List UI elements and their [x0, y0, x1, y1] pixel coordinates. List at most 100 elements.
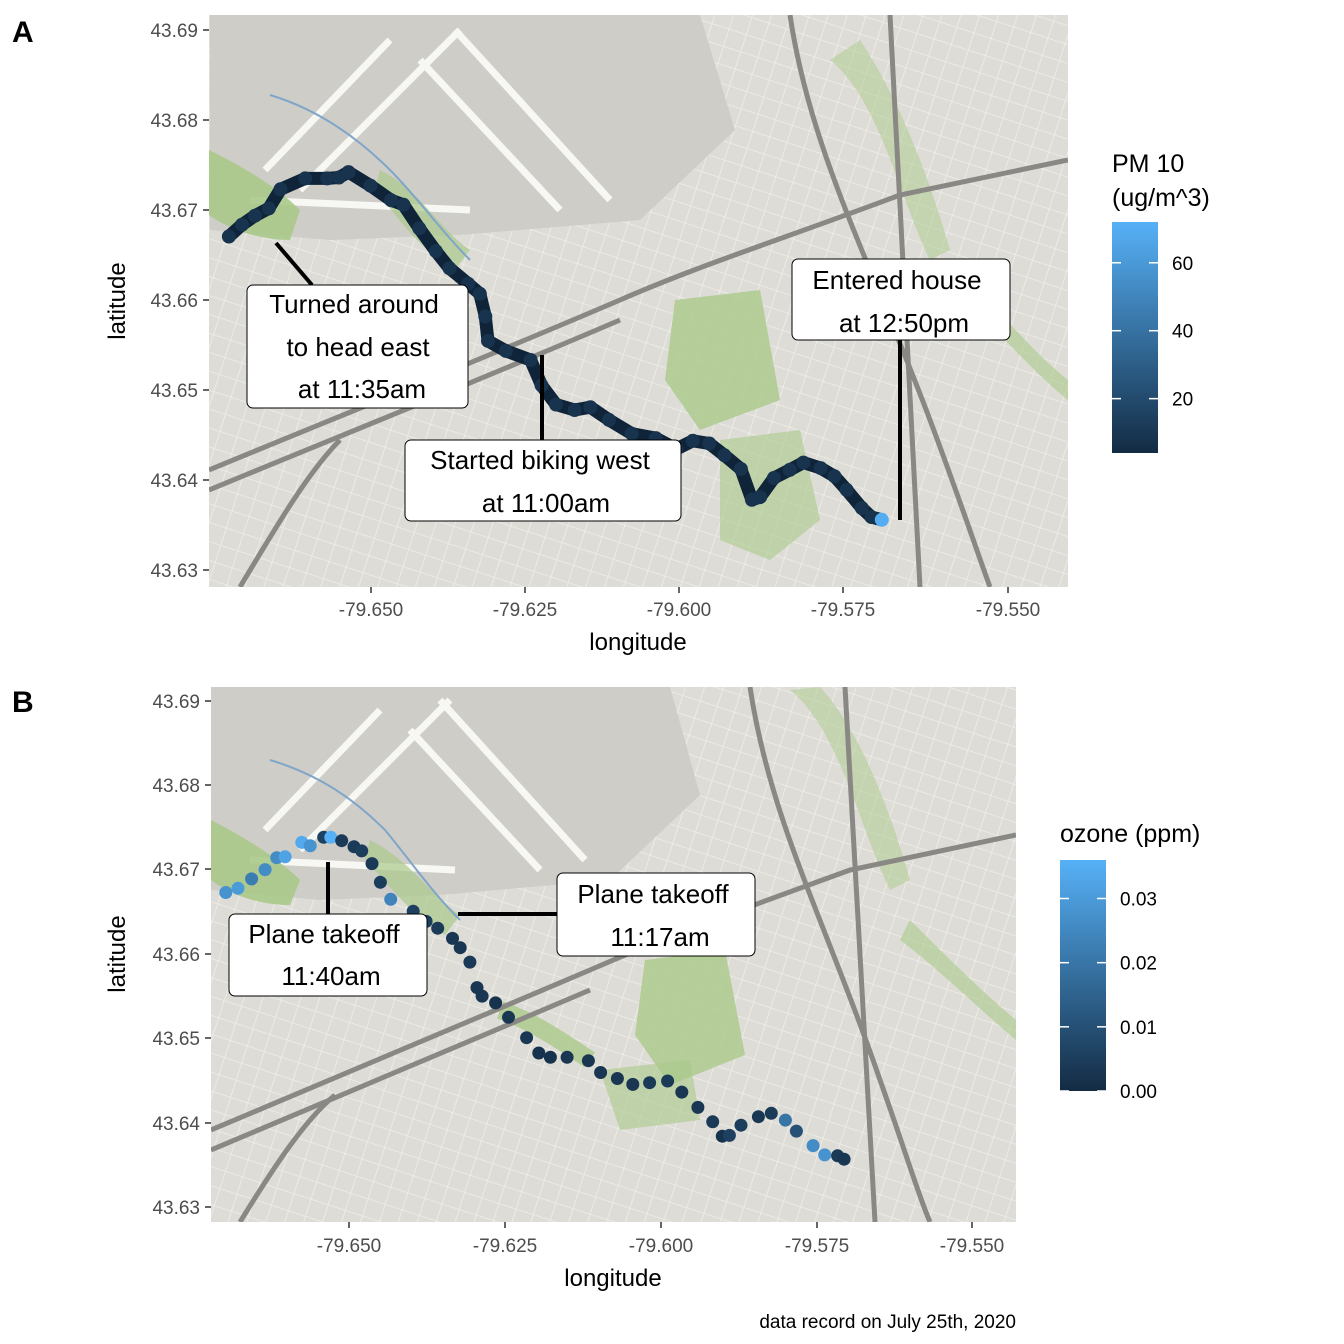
- x-axis-a: -79.650 -79.625 -79.600 -79.575 -79.550: [339, 587, 1040, 621]
- legend-tick-label: 60: [1172, 254, 1193, 275]
- legend-ticks-b: 0.00 0.01 0.02 0.03: [1060, 890, 1157, 1103]
- y-tick-b: 43.63: [152, 1198, 211, 1219]
- data-point: [702, 436, 717, 451]
- x-tick-b: -79.600: [629, 1222, 693, 1257]
- legend-tick-label: 20: [1172, 390, 1193, 411]
- data-point: [481, 333, 495, 348]
- y-tick-label-a: 43.65: [150, 381, 198, 402]
- x-tick-a: -79.650: [339, 587, 403, 621]
- legend-tick-label: 0.02: [1120, 954, 1157, 975]
- callout-entered-house: Entered house at 12:50pm: [791, 258, 1011, 520]
- data-point: [734, 1118, 748, 1132]
- data-point: [463, 955, 477, 969]
- legend-title-line: (ug/m^3): [1112, 184, 1210, 212]
- x-tick-label-a: -79.625: [493, 600, 557, 621]
- x-tick-label-a: -79.600: [647, 600, 711, 621]
- y-tick-label-b: 43.69: [152, 692, 200, 713]
- data-point: [543, 1050, 557, 1064]
- data-point: [717, 448, 732, 463]
- data-point: [475, 989, 489, 1003]
- caption: data record on July 25th, 2020: [759, 1312, 1016, 1333]
- x-tick-label-b: -79.550: [940, 1236, 1004, 1257]
- data-point: [298, 171, 313, 186]
- data-point: [446, 931, 459, 945]
- data-point: [396, 197, 411, 212]
- x-tick-a: -79.600: [647, 587, 711, 621]
- data-point: [373, 875, 387, 889]
- y-tick-label-b: 43.66: [152, 945, 200, 966]
- data-point: [549, 397, 563, 412]
- x-axis-title-a: longitude: [589, 629, 686, 656]
- data-point: [428, 244, 443, 259]
- data-point: [273, 182, 288, 197]
- callout-line: 11:17am: [610, 922, 709, 952]
- data-point: [806, 1139, 820, 1153]
- legend-tick-label: 0.03: [1120, 890, 1157, 911]
- data-point: [796, 455, 811, 470]
- data-point: [498, 343, 513, 358]
- data-point: [278, 850, 292, 864]
- data-point: [661, 1074, 675, 1088]
- data-point: [839, 482, 854, 497]
- data-point: [643, 1076, 657, 1090]
- callout-plane-takeoff-1140: Plane takeoff 11:40am: [228, 862, 428, 997]
- data-point: [854, 501, 869, 515]
- data-point: [560, 1050, 574, 1064]
- x-tick-a: -79.575: [811, 587, 875, 621]
- data-point: [442, 261, 457, 276]
- data-point: [258, 863, 272, 877]
- data-point: [355, 844, 369, 858]
- callout-plane-takeoff-1117: Plane takeoff 11:17am: [458, 872, 756, 957]
- data-point: [594, 1066, 608, 1079]
- callout-line: Started biking west: [430, 445, 650, 475]
- y-tick-label-b: 43.68: [152, 776, 200, 797]
- y-tick-b: 43.69: [152, 692, 211, 713]
- callout-line: to head east: [286, 332, 430, 362]
- data-point: [685, 433, 700, 448]
- y-axis-title-a: latitude: [104, 262, 131, 339]
- y-tick-label-b: 43.67: [152, 860, 200, 881]
- y-tick-a: 43.68: [150, 111, 209, 132]
- data-point: [813, 461, 828, 476]
- data-point: [778, 1113, 792, 1127]
- data-point: [818, 1148, 832, 1162]
- panel-b: B: [12, 686, 1200, 1292]
- data-point: [324, 830, 338, 844]
- data-point: [837, 1152, 851, 1166]
- data-point: [365, 857, 379, 871]
- x-axis-title-b: longitude: [564, 1265, 661, 1292]
- data-point: [221, 229, 236, 244]
- y-tick-b: 43.65: [152, 1029, 211, 1050]
- x-tick-b: -79.550: [940, 1222, 1004, 1257]
- x-tick-a: -79.550: [976, 587, 1040, 621]
- y-tick-label-b: 43.64: [152, 1114, 200, 1135]
- y-axis-title-b: latitude: [104, 915, 131, 992]
- y-tick-a: 43.66: [150, 291, 209, 312]
- y-tick-a: 43.65: [150, 381, 209, 402]
- data-point: [261, 201, 276, 216]
- x-tick-a: -79.625: [493, 587, 557, 621]
- callout-turned-around: Turned around to head east at 11:35am: [246, 241, 469, 409]
- data-point: [753, 490, 768, 505]
- y-tick-label-a: 43.66: [150, 291, 198, 312]
- data-point: [624, 426, 639, 441]
- data-point: [523, 353, 538, 367]
- data-point: [489, 996, 503, 1010]
- data-point: [691, 1100, 705, 1114]
- legend-colorbar-b: [1060, 860, 1106, 1091]
- data-point: [478, 309, 493, 324]
- data-point: [782, 462, 797, 477]
- callout-started-biking: Started biking west at 11:00am: [404, 355, 682, 522]
- y-tick-label-a: 43.63: [150, 561, 198, 582]
- panel-label-a: A: [12, 16, 34, 49]
- data-point: [502, 1010, 515, 1024]
- callout-line: Plane takeoff: [248, 919, 400, 949]
- data-point: [626, 1077, 640, 1091]
- y-axis-b: 43.63 43.64 43.65 43.66 43.67 43.68 43.6…: [152, 692, 211, 1219]
- data-point: [567, 403, 582, 417]
- data-point: [675, 1085, 689, 1099]
- x-tick-b: -79.650: [317, 1222, 381, 1257]
- x-tick-label-a: -79.650: [339, 600, 403, 621]
- y-tick-a: 43.64: [150, 471, 209, 492]
